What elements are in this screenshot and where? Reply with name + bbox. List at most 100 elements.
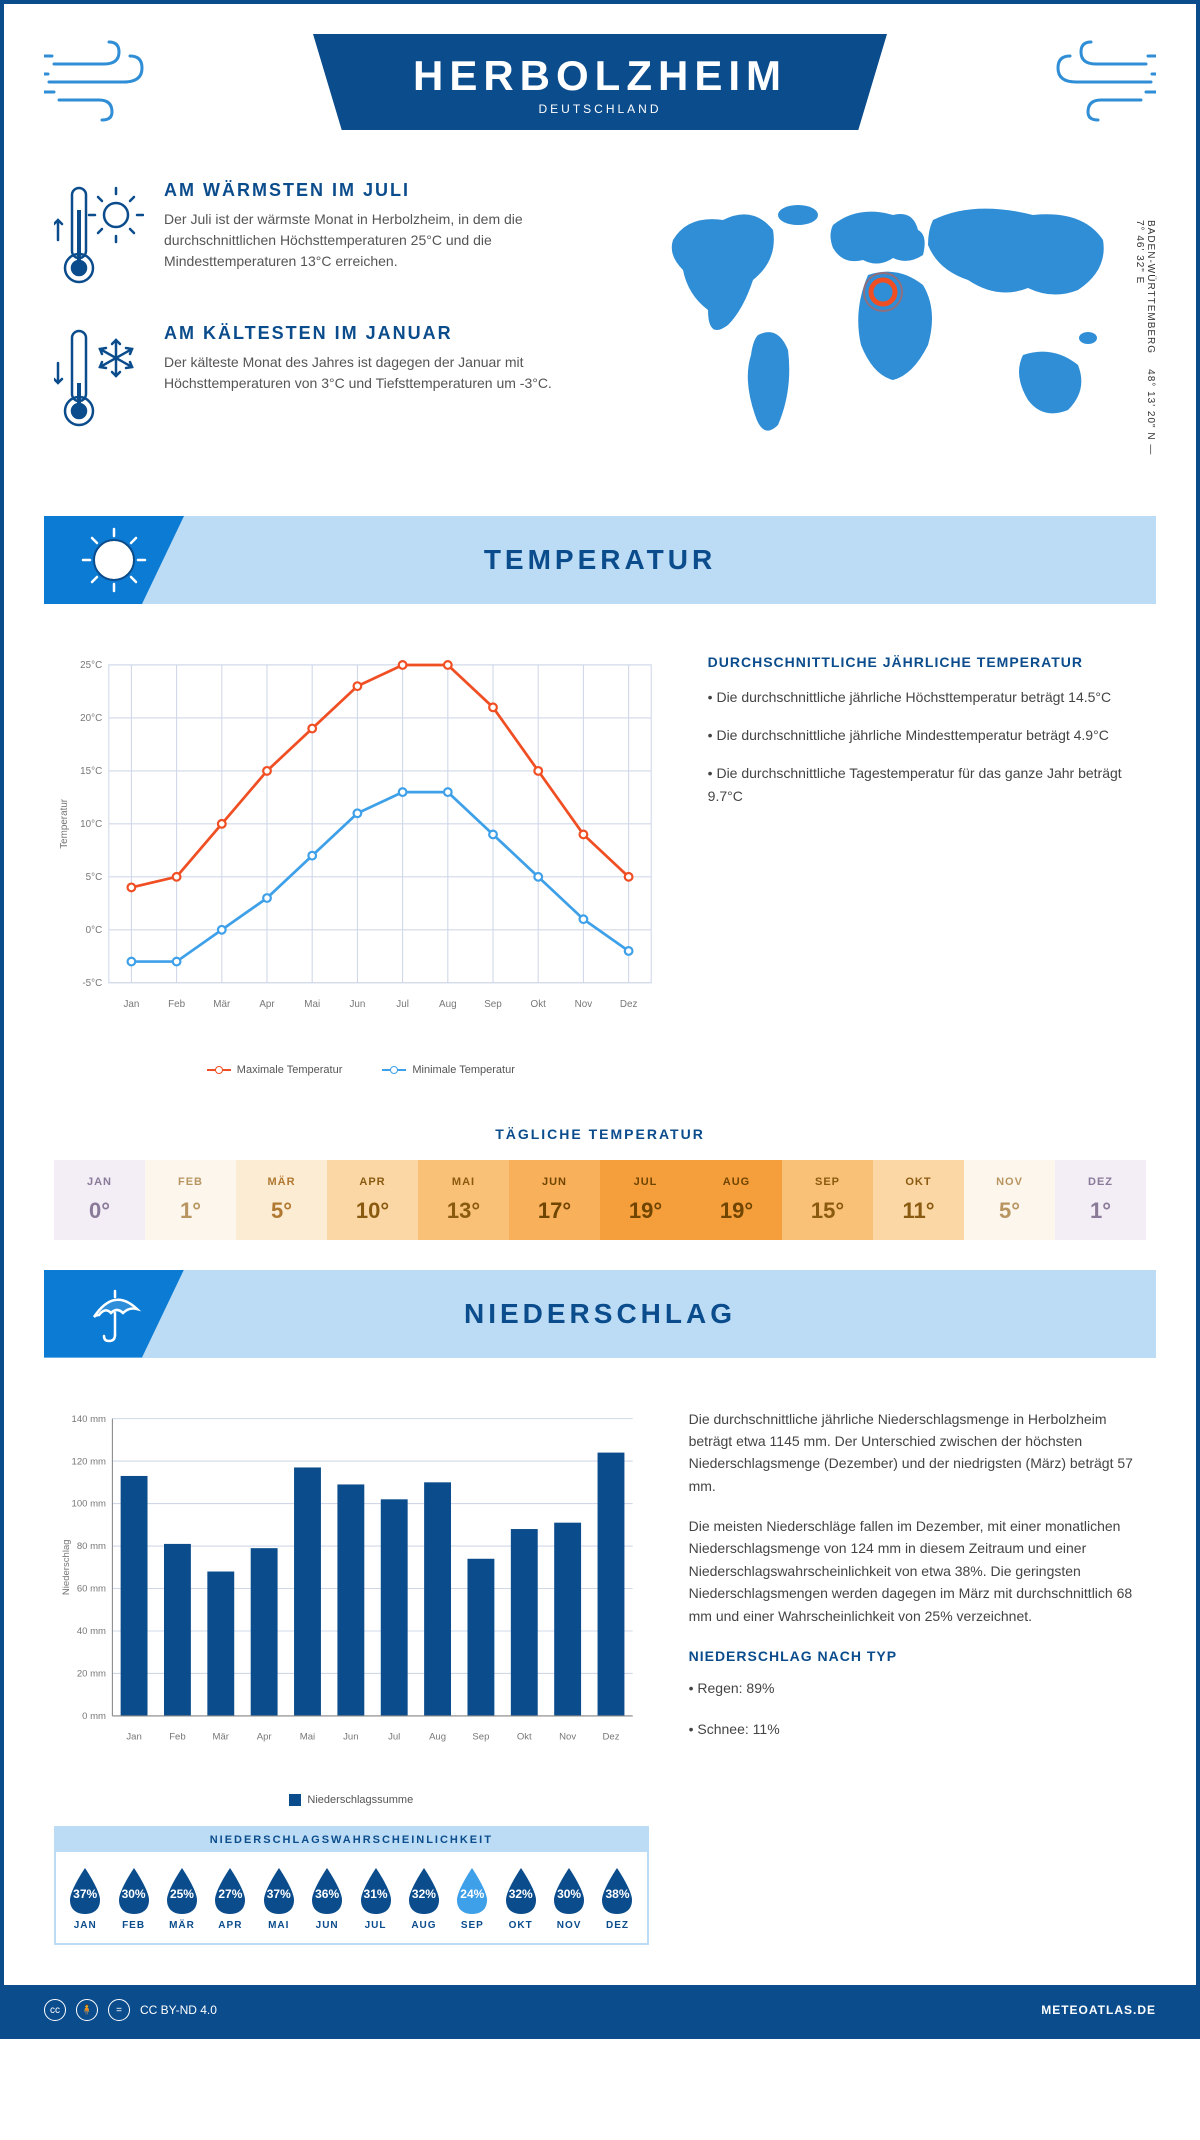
intro-section: AM WÄRMSTEN IM JULI Der Juli ist der wär… bbox=[4, 170, 1196, 496]
daily-temp-cell: JUL 19° bbox=[600, 1160, 691, 1240]
svg-text:Aug: Aug bbox=[429, 1731, 446, 1742]
svg-text:Dez: Dez bbox=[620, 999, 638, 1010]
svg-text:5°C: 5°C bbox=[86, 872, 103, 883]
info-title: DURCHSCHNITTLICHE JÄHRLICHE TEMPERATUR bbox=[708, 654, 1146, 670]
footer: cc 🧍 = CC BY-ND 4.0 METEOATLAS.DE bbox=[4, 1985, 1196, 2035]
section-title: NIEDERSCHLAG bbox=[44, 1298, 1156, 1330]
sun-icon bbox=[44, 516, 184, 604]
fact-text: Der kälteste Monat des Jahres ist dagege… bbox=[164, 352, 580, 394]
thermometer-hot-icon bbox=[54, 180, 144, 295]
prob-drop: 37% JAN bbox=[62, 1864, 108, 1931]
prob-drop: 30% FEB bbox=[110, 1864, 156, 1931]
daily-temp-table: JAN 0° FEB 1° MÄR 5° APR 10° MAI 13° JUN… bbox=[54, 1160, 1146, 1240]
info-bullet: • Die durchschnittliche Tagestemperatur … bbox=[708, 762, 1146, 810]
fact-title: AM WÄRMSTEN IM JULI bbox=[164, 180, 580, 201]
license-block: cc 🧍 = CC BY-ND 4.0 bbox=[44, 1999, 217, 2021]
svg-text:Jan: Jan bbox=[126, 1731, 141, 1742]
svg-text:Okt: Okt bbox=[531, 999, 547, 1010]
map-column: BADEN-WÜRTTEMBERG 48° 13' 20" N — 7° 46'… bbox=[620, 180, 1146, 466]
section-title: TEMPERATUR bbox=[44, 544, 1156, 576]
daily-temp-cell: NOV 5° bbox=[964, 1160, 1055, 1240]
daily-temp-cell: APR 10° bbox=[327, 1160, 418, 1240]
svg-text:Sep: Sep bbox=[484, 999, 502, 1010]
svg-text:15°C: 15°C bbox=[80, 766, 102, 777]
fact-title: AM KÄLTESTEN IM JANUAR bbox=[164, 323, 580, 344]
svg-text:Apr: Apr bbox=[257, 1731, 273, 1742]
daily-temp-title: TÄGLICHE TEMPERATUR bbox=[4, 1126, 1196, 1142]
thermometer-cold-icon bbox=[54, 323, 144, 438]
svg-text:Nov: Nov bbox=[575, 999, 593, 1010]
precipitation-left: 0 mm20 mm40 mm60 mm80 mm100 mm120 mm140 … bbox=[54, 1408, 649, 1946]
svg-text:Okt: Okt bbox=[517, 1731, 532, 1742]
svg-text:Mai: Mai bbox=[300, 1731, 315, 1742]
svg-text:Jul: Jul bbox=[388, 1731, 400, 1742]
prob-drop: 38% DEZ bbox=[594, 1864, 640, 1931]
fact-coldest: AM KÄLTESTEN IM JANUAR Der kälteste Mona… bbox=[54, 323, 580, 438]
svg-text:10°C: 10°C bbox=[80, 819, 102, 830]
svg-text:Feb: Feb bbox=[169, 1731, 185, 1742]
svg-text:100 mm: 100 mm bbox=[72, 1498, 107, 1509]
title-banner: HERBOLZHEIM DEUTSCHLAND bbox=[313, 34, 887, 130]
precip-type: • Schnee: 11% bbox=[689, 1718, 1146, 1740]
prob-title: NIEDERSCHLAGSWAHRSCHEINLICHKEIT bbox=[56, 1828, 647, 1852]
daily-temp-cell: OKT 11° bbox=[873, 1160, 964, 1240]
daily-temp-cell: AUG 19° bbox=[691, 1160, 782, 1240]
prob-drop: 30% NOV bbox=[546, 1864, 592, 1931]
daily-temp-cell: DEZ 1° bbox=[1055, 1160, 1146, 1240]
prob-drop: 24% SEP bbox=[449, 1864, 495, 1931]
facts-column: AM WÄRMSTEN IM JULI Der Juli ist der wär… bbox=[54, 180, 580, 466]
precip-chart-legend: Niederschlagssumme bbox=[54, 1794, 649, 1806]
svg-text:20 mm: 20 mm bbox=[77, 1668, 106, 1679]
info-bullet: • Die durchschnittliche jährliche Mindes… bbox=[708, 724, 1146, 748]
prob-drop: 32% OKT bbox=[498, 1864, 544, 1931]
precip-type-title: NIEDERSCHLAG NACH TYP bbox=[689, 1645, 1146, 1667]
svg-text:0 mm: 0 mm bbox=[82, 1711, 106, 1722]
temperature-info: DURCHSCHNITTLICHE JÄHRLICHE TEMPERATUR •… bbox=[708, 654, 1146, 1076]
svg-text:Feb: Feb bbox=[168, 999, 186, 1010]
wind-icon bbox=[1036, 34, 1156, 129]
country-name: DEUTSCHLAND bbox=[413, 102, 787, 116]
daily-temp-cell: MAI 13° bbox=[418, 1160, 509, 1240]
svg-text:Mai: Mai bbox=[304, 999, 320, 1010]
svg-text:80 mm: 80 mm bbox=[77, 1541, 106, 1552]
precipitation-body: 0 mm20 mm40 mm60 mm80 mm100 mm120 mm140 … bbox=[4, 1388, 1196, 1986]
svg-text:40 mm: 40 mm bbox=[77, 1626, 106, 1637]
climate-infographic: HERBOLZHEIM DEUTSCHLAND AM WÄRMSTEN IM J… bbox=[0, 0, 1200, 2039]
svg-text:Mär: Mär bbox=[213, 1731, 230, 1742]
prob-drop: 27% APR bbox=[207, 1864, 253, 1931]
prob-drop: 25% MÄR bbox=[159, 1864, 205, 1931]
daily-temp-cell: JAN 0° bbox=[54, 1160, 145, 1240]
info-bullet: • Die durchschnittliche jährliche Höchst… bbox=[708, 686, 1146, 710]
daily-temp-cell: SEP 15° bbox=[782, 1160, 873, 1240]
temperature-line-chart: -5°C0°C5°C10°C15°C20°C25°CJanFebMärAprMa… bbox=[54, 654, 668, 1076]
svg-text:Apr: Apr bbox=[259, 999, 275, 1010]
section-header-temperature: TEMPERATUR bbox=[44, 516, 1156, 604]
svg-text:120 mm: 120 mm bbox=[72, 1456, 107, 1467]
precip-para: Die durchschnittliche jährliche Niedersc… bbox=[689, 1408, 1146, 1498]
svg-text:Niederschlag: Niederschlag bbox=[61, 1539, 72, 1595]
svg-text:Sep: Sep bbox=[472, 1731, 489, 1742]
svg-text:Jun: Jun bbox=[343, 1731, 358, 1742]
precipitation-bar-chart: 0 mm20 mm40 mm60 mm80 mm100 mm120 mm140 … bbox=[54, 1408, 649, 1780]
prob-drop: 32% AUG bbox=[401, 1864, 447, 1931]
svg-text:Temperatur: Temperatur bbox=[59, 798, 70, 849]
svg-text:Aug: Aug bbox=[439, 999, 457, 1010]
temp-chart-legend: Maximale Temperatur Minimale Temperatur bbox=[54, 1064, 668, 1076]
section-header-precipitation: NIEDERSCHLAG bbox=[44, 1270, 1156, 1358]
cc-icon: cc bbox=[44, 1999, 66, 2021]
daily-temp-cell: MÄR 5° bbox=[236, 1160, 327, 1240]
fact-text: Der Juli ist der wärmste Monat in Herbol… bbox=[164, 209, 580, 272]
precip-type: • Regen: 89% bbox=[689, 1677, 1146, 1699]
svg-text:-5°C: -5°C bbox=[82, 978, 102, 989]
svg-text:Nov: Nov bbox=[559, 1731, 576, 1742]
daily-temp-cell: FEB 1° bbox=[145, 1160, 236, 1240]
nd-icon: = bbox=[108, 1999, 130, 2021]
svg-text:140 mm: 140 mm bbox=[72, 1413, 107, 1424]
header: HERBOLZHEIM DEUTSCHLAND bbox=[4, 4, 1196, 170]
svg-text:25°C: 25°C bbox=[80, 660, 102, 671]
svg-text:Jul: Jul bbox=[396, 999, 409, 1010]
prob-drop: 31% JUL bbox=[352, 1864, 398, 1931]
svg-text:Dez: Dez bbox=[602, 1731, 619, 1742]
prob-drops-row: 37% JAN 30% FEB 25% MÄR 27% APR bbox=[56, 1852, 647, 1943]
license-text: CC BY-ND 4.0 bbox=[140, 2003, 217, 2017]
